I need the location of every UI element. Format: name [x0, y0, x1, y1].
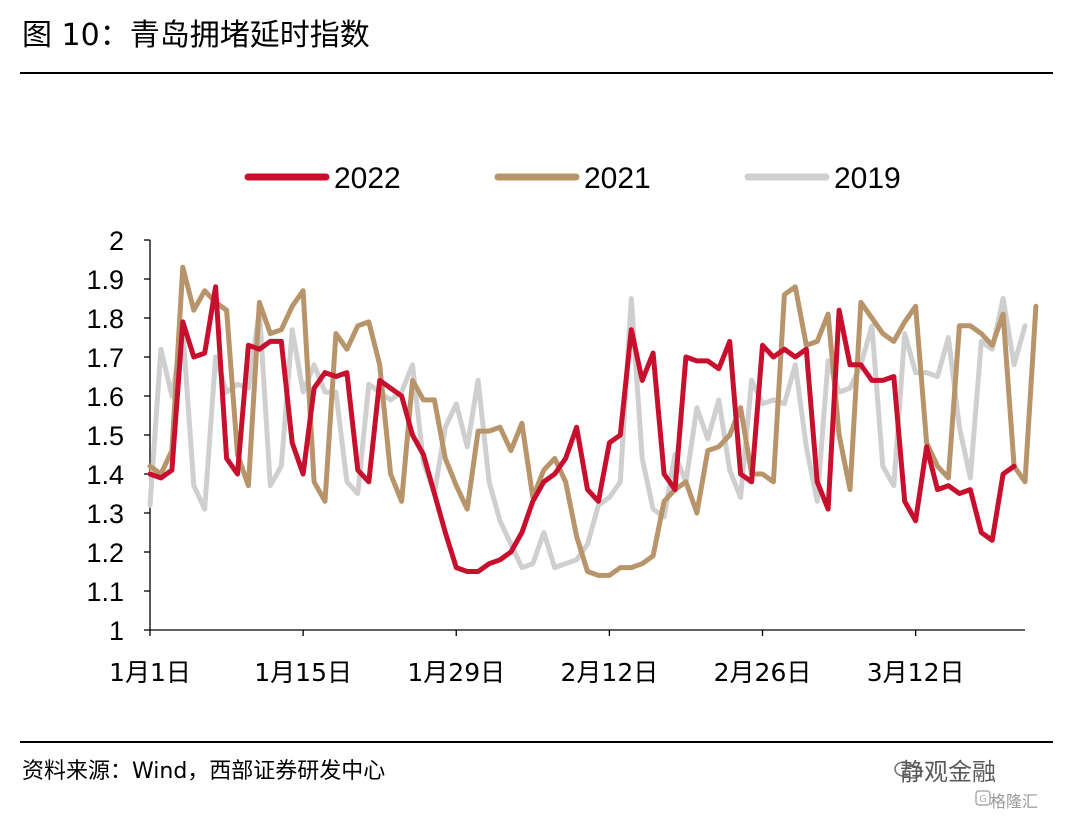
figure-title: 图 10：青岛拥堵延时指数	[22, 18, 370, 53]
watermark-logo-text: 格隆汇	[990, 792, 1039, 811]
y-tick-label: 1	[109, 616, 124, 646]
y-tick-label: 1.6	[86, 382, 124, 412]
watermark-text: 静观金融	[900, 758, 996, 786]
source-divider	[20, 741, 1053, 743]
series-layer	[147, 264, 1039, 578]
x-tick-label: 1月29日	[407, 658, 505, 687]
y-tick-label: 1.1	[86, 577, 124, 607]
legend-label-2022: 2022	[334, 162, 401, 195]
y-tick-label: 1.9	[86, 265, 124, 295]
svg-text:G: G	[979, 794, 987, 805]
line-chart: 2022 2021 2019 1 1.1 1.2 1.3 1.4 1.5 1.6 1.7 1.8 1.…	[86, 162, 1039, 687]
legend-label-2019: 2019	[834, 162, 901, 195]
y-tick-label: 1.7	[86, 343, 124, 373]
title-divider	[20, 72, 1053, 74]
y-axis: 1 1.1 1.2 1.3 1.4 1.5 1.6 1.7 1.8 1.9 2	[86, 226, 151, 646]
legend-label-2021: 2021	[584, 162, 651, 195]
source-note: 资料来源：Wind，西部证券研发中心	[22, 759, 386, 784]
x-tick-label: 2月26日	[714, 658, 812, 687]
x-tick-label: 2月12日	[561, 658, 659, 687]
y-tick-label: 1.4	[86, 460, 124, 490]
y-tick-label: 1.3	[86, 499, 124, 529]
series-line-2019	[147, 296, 1028, 571]
series-line-2021	[147, 264, 1039, 578]
gelonghui-logo-icon: G	[975, 790, 991, 806]
x-axis: 1月1日 1月15日 1月29日 2月12日 2月26日 3月12日	[109, 629, 1025, 687]
y-tick-label: 1.8	[86, 304, 124, 334]
x-tick-label: 1月15日	[254, 658, 352, 687]
y-tick-label: 2	[109, 226, 124, 256]
y-tick-label: 1.5	[86, 421, 124, 451]
x-tick-label: 3月12日	[867, 658, 965, 687]
wechat-icon	[894, 761, 922, 779]
series-line-2022	[147, 284, 1017, 574]
chart-legend: 2022 2021 2019	[244, 162, 901, 195]
y-tick-label: 1.2	[86, 538, 124, 568]
x-tick-label: 1月1日	[109, 658, 191, 687]
